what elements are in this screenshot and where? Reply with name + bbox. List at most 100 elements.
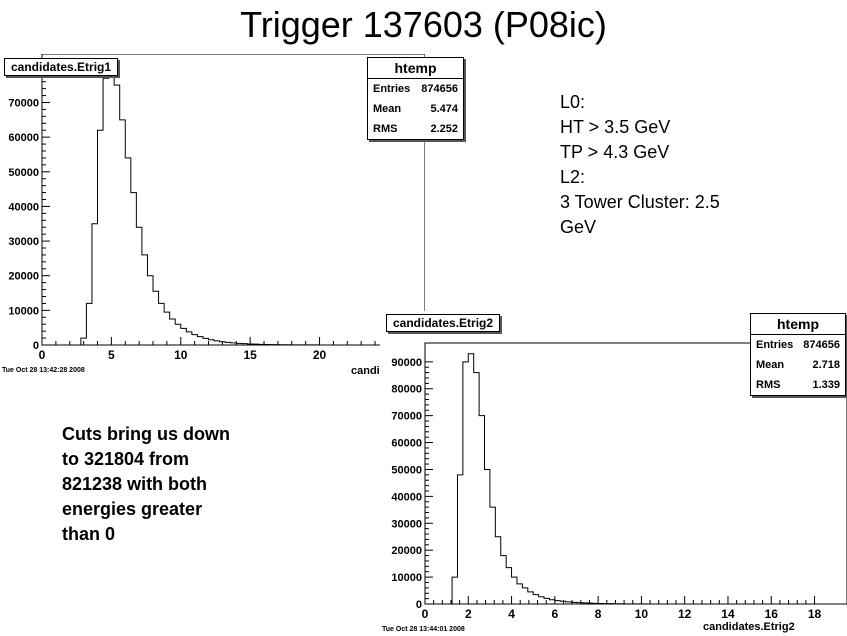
histogram-bin <box>197 337 203 345</box>
timestamp: Tue Oct 28 13:44:01 2008 <box>382 626 465 633</box>
histogram-outline <box>425 353 847 605</box>
histogram-bin <box>258 344 264 345</box>
y-tick-label: 10000 <box>8 305 39 317</box>
histogram-bin <box>264 344 270 345</box>
histogram-bin <box>214 341 220 345</box>
stats-entries-label: Entries <box>373 83 411 95</box>
stats-entries-value: 874656 <box>803 339 840 351</box>
histogram-bin <box>501 556 506 604</box>
x-tick-label: 10 <box>635 607 649 621</box>
trigger-info: L0: HT > 3.5 GeV TP > 4.3 GeV L2: 3 Towe… <box>560 90 720 240</box>
histogram-bin <box>131 193 137 345</box>
histogram-bin <box>512 577 517 604</box>
x-tick-label: 2 <box>465 607 472 621</box>
x-axis-title: candidates.Etrig2 <box>703 621 795 633</box>
stats-entries-row: Entries 874656 <box>751 335 845 355</box>
histogram-panel-etrig1: 0100002000030000400005000060000700008000… <box>0 54 464 380</box>
histogram-bin <box>86 303 92 345</box>
histogram-bin <box>593 603 598 604</box>
stats-mean-value: 2.718 <box>812 359 840 371</box>
histogram-bin <box>576 603 581 604</box>
trigger-info-line: GeV <box>560 217 597 237</box>
x-tick-label: 12 <box>678 607 692 621</box>
histogram-bin <box>452 577 457 604</box>
histogram-bin <box>242 344 248 345</box>
histogram-title: candidates.Etrig1 <box>4 58 119 76</box>
x-tick-label: 4 <box>508 607 515 621</box>
histogram-bin <box>159 303 165 345</box>
slide-title: Trigger 137603 (P08ic) <box>240 4 607 45</box>
stats-mean-row: Mean 5.474 <box>368 99 463 119</box>
y-tick-label: 40000 <box>391 491 422 503</box>
stats-entries-row: Entries 874656 <box>368 79 463 99</box>
cuts-note-line: 821238 with both <box>62 474 208 494</box>
histogram-bin <box>170 319 176 345</box>
histogram-bin <box>506 568 511 604</box>
x-tick-label: 15 <box>243 348 257 362</box>
cuts-note: Cuts bring us down to 321804 from 821238… <box>62 422 230 547</box>
histogram-bin <box>92 224 98 345</box>
histogram-bin <box>587 603 592 604</box>
x-tick-label: 10 <box>174 348 188 362</box>
trigger-info-line: HT > 3.5 GeV <box>560 117 671 137</box>
histogram-bin <box>490 507 495 604</box>
x-tick-label: 8 <box>595 607 602 621</box>
y-tick-label: 0 <box>33 340 39 352</box>
y-tick-label: 60000 <box>391 438 422 450</box>
histogram-bin <box>120 120 126 345</box>
y-tick-label: 40000 <box>8 201 39 213</box>
histogram-bin <box>125 158 131 345</box>
histogram-bin <box>114 85 120 345</box>
timestamp: Tue Oct 28 13:42:28 2008 <box>2 367 85 374</box>
stats-entries-value: 874656 <box>421 83 458 95</box>
stats-rms-row: RMS 1.339 <box>751 375 845 395</box>
histogram-bin <box>539 597 544 604</box>
histogram-bin <box>566 602 571 604</box>
trigger-info-line: 3 Tower Cluster: 2.5 <box>560 192 720 212</box>
trigger-info-line: L2: <box>560 167 586 187</box>
y-tick-label: 10000 <box>391 572 422 584</box>
y-tick-label: 50000 <box>391 464 422 476</box>
x-tick-label: 18 <box>808 607 822 621</box>
histogram-bin <box>582 603 587 604</box>
histogram-outline <box>42 67 425 346</box>
x-tick-label: 14 <box>721 607 735 621</box>
histogram-bin <box>528 592 533 604</box>
histogram-title: candidates.Etrig2 <box>386 314 501 332</box>
stats-mean-label: Mean <box>373 103 402 115</box>
histogram-bin <box>181 328 187 345</box>
histogram-bin <box>220 342 226 345</box>
histogram-bin <box>147 276 153 345</box>
histogram-bin <box>549 600 554 604</box>
x-tick-label: 6 <box>552 607 559 621</box>
stats-rms-value: 1.339 <box>812 379 840 391</box>
histogram-bin <box>479 416 484 604</box>
histogram-bin <box>81 338 87 345</box>
histogram-bin <box>142 255 148 345</box>
y-tick-label: 50000 <box>8 167 39 179</box>
histogram-etrig2: 0 10000 20000 30000 40000 50000 60000 70000 8000… <box>391 342 847 621</box>
histogram-bin <box>209 340 215 345</box>
histogram-bin <box>522 588 527 604</box>
y-tick-label: 20000 <box>391 545 422 557</box>
y-tick-label: 80000 <box>391 384 422 396</box>
trigger-info-line: L0: <box>560 92 586 112</box>
x-tick-label: 5 <box>108 348 115 362</box>
stats-entries-label: Entries <box>756 339 794 351</box>
stats-mean-row: Mean 2.718 <box>751 355 845 375</box>
x-tick-label: 16 <box>765 607 779 621</box>
histogram-bin <box>153 291 159 345</box>
cuts-note-line: to 321804 from <box>62 449 190 469</box>
y-tick-label: 70000 <box>8 98 39 110</box>
histogram-bin <box>544 598 549 604</box>
histogram-panel-etrig2: 0 10000 20000 30000 40000 50000 60000 70000 8000… <box>380 311 847 636</box>
histogram-bin <box>175 324 181 345</box>
x-tick-label: 20 <box>313 348 327 362</box>
histogram-bin <box>225 342 231 345</box>
histogram-bin <box>164 312 170 345</box>
histogram-bin <box>186 332 192 345</box>
histogram-bin <box>192 335 198 345</box>
stats-rms-value: 2.252 <box>430 123 458 135</box>
stats-mean-value: 5.474 <box>430 103 458 115</box>
histogram-bin <box>598 603 603 604</box>
